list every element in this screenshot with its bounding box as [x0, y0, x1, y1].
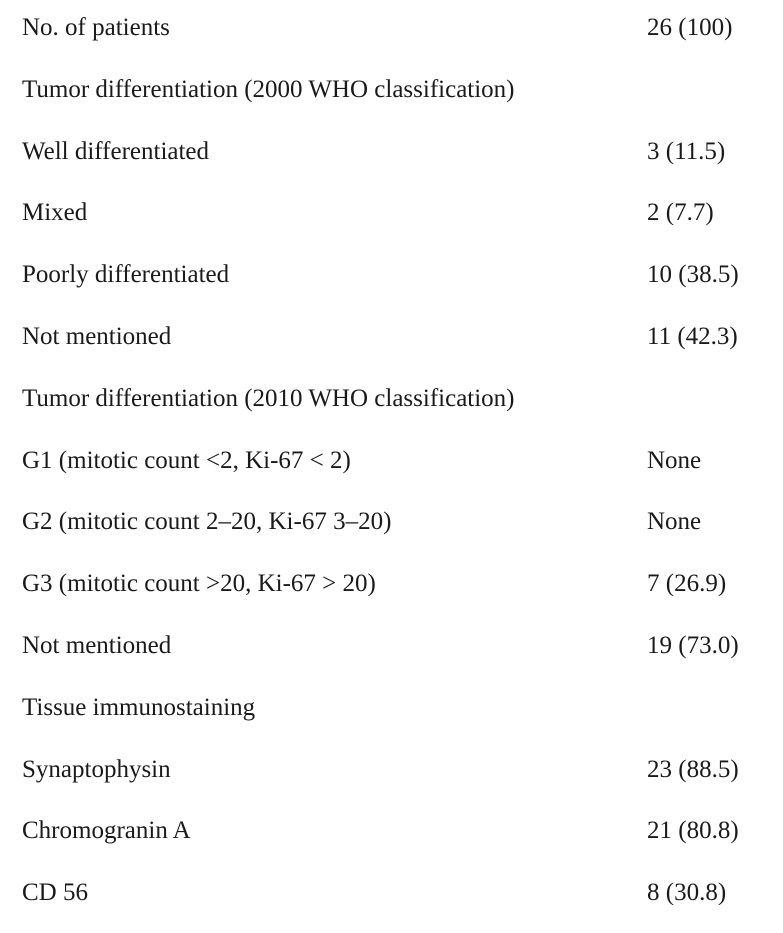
table-row: G1 (mitotic count <2, Ki-67 < 2) None [0, 439, 783, 501]
table-row: Well differentiated 3 (11.5) [0, 130, 783, 192]
row-label: Not mentioned [22, 631, 172, 659]
row-value: 8 (30.8) [647, 879, 727, 907]
section-header-label: Tumor differentiation (2010 WHO classifi… [22, 384, 515, 412]
row-value: 19 (73.0) [647, 631, 739, 659]
section-header-row: Tumor differentiation (2010 WHO classifi… [0, 377, 783, 439]
table-row: Mixed 2 (7.7) [0, 191, 783, 253]
row-value: 10 (38.5) [647, 261, 739, 289]
row-value: None [647, 446, 702, 474]
row-label: G3 (mitotic count >20, Ki-67 > 20) [22, 570, 376, 598]
row-value: 26 (100) [647, 14, 733, 41]
row-label: Not mentioned [22, 322, 172, 350]
row-value: None [647, 508, 702, 536]
row-value: 7 (26.9) [647, 570, 727, 598]
row-label: G1 (mitotic count <2, Ki-67 < 2) [22, 446, 351, 474]
table-row: Poorly differentiated 10 (38.5) [0, 253, 783, 315]
table-row: G3 (mitotic count >20, Ki-67 > 20) 7 (26… [0, 562, 783, 624]
row-label: Well differentiated [22, 137, 210, 165]
row-label: No. of patients [22, 14, 170, 41]
table-row: Synaptophysin 23 (88.5) [0, 748, 783, 810]
row-label: Synaptophysin [22, 755, 171, 783]
table-row: Not mentioned 19 (73.0) [0, 624, 783, 686]
row-label: Mixed [22, 199, 88, 227]
section-header-label: Tissue immunostaining [22, 693, 256, 721]
row-label: Chromogranin A [22, 817, 191, 845]
table-row: CD 56 8 (30.8) [0, 871, 783, 933]
row-value: 3 (11.5) [647, 137, 726, 165]
row-value: 23 (88.5) [647, 755, 739, 783]
table-row: G2 (mitotic count 2–20, Ki-67 3–20) None [0, 500, 783, 562]
table-row: Not mentioned 11 (42.3) [0, 315, 783, 377]
table-row: Chromogranin A 21 (80.8) [0, 809, 783, 871]
row-value: 11 (42.3) [647, 322, 738, 350]
row-value: 21 (80.8) [647, 817, 739, 845]
row-label: Poorly differentiated [22, 261, 230, 289]
row-label: CD 56 [22, 879, 88, 907]
section-header-row: Tumor differentiation (2000 WHO classifi… [0, 68, 783, 130]
section-header-label: Tumor differentiation (2000 WHO classifi… [22, 75, 515, 103]
row-label: G2 (mitotic count 2–20, Ki-67 3–20) [22, 508, 392, 536]
table-row: No. of patients 26 (100) [0, 6, 783, 68]
section-header-row: Tissue immunostaining [0, 686, 783, 748]
row-value: 2 (7.7) [647, 199, 714, 227]
